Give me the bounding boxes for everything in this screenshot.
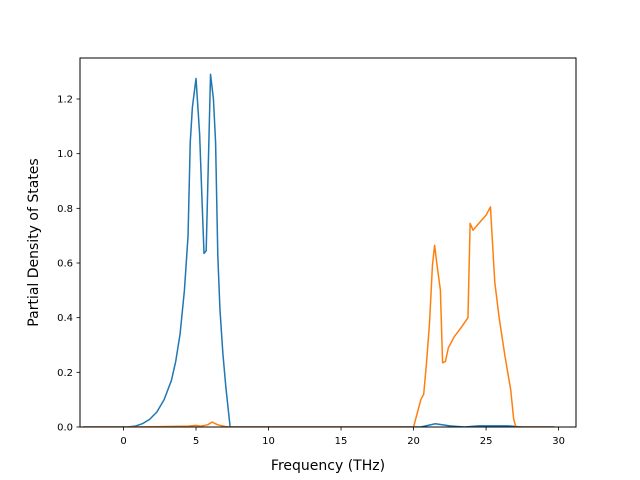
y-tick-label: 0.0 (57, 423, 73, 434)
x-tick-label: 25 (480, 436, 493, 447)
y-tick-label: 0.8 (57, 204, 73, 215)
series-line-2 (82, 206, 555, 427)
y-tick-label: 1.2 (57, 95, 73, 106)
x-axis-label: Frequency (THz) (271, 458, 385, 474)
x-tick-label: 5 (193, 436, 199, 447)
y-axis-label: Partial Density of States (26, 158, 42, 326)
x-tick-label: 20 (407, 436, 420, 447)
y-tick-label: 0.4 (57, 313, 73, 324)
y-tick-label: 0.2 (57, 368, 73, 379)
axes-frame (79, 57, 577, 428)
x-tick-label: 10 (262, 436, 275, 447)
x-tick-label: 0 (120, 436, 126, 447)
y-tick-label: 1.0 (57, 149, 73, 160)
series-line-1 (82, 73, 555, 427)
x-tick-label: 15 (335, 436, 348, 447)
series-layer (82, 73, 555, 427)
x-axis: 0 5 10 15 20 25 30 (120, 427, 565, 447)
x-tick-label: 30 (552, 436, 565, 447)
y-axis: 0.0 0.2 0.4 0.6 0.8 1.0 1.2 (57, 95, 80, 434)
y-tick-label: 0.6 (57, 259, 73, 270)
